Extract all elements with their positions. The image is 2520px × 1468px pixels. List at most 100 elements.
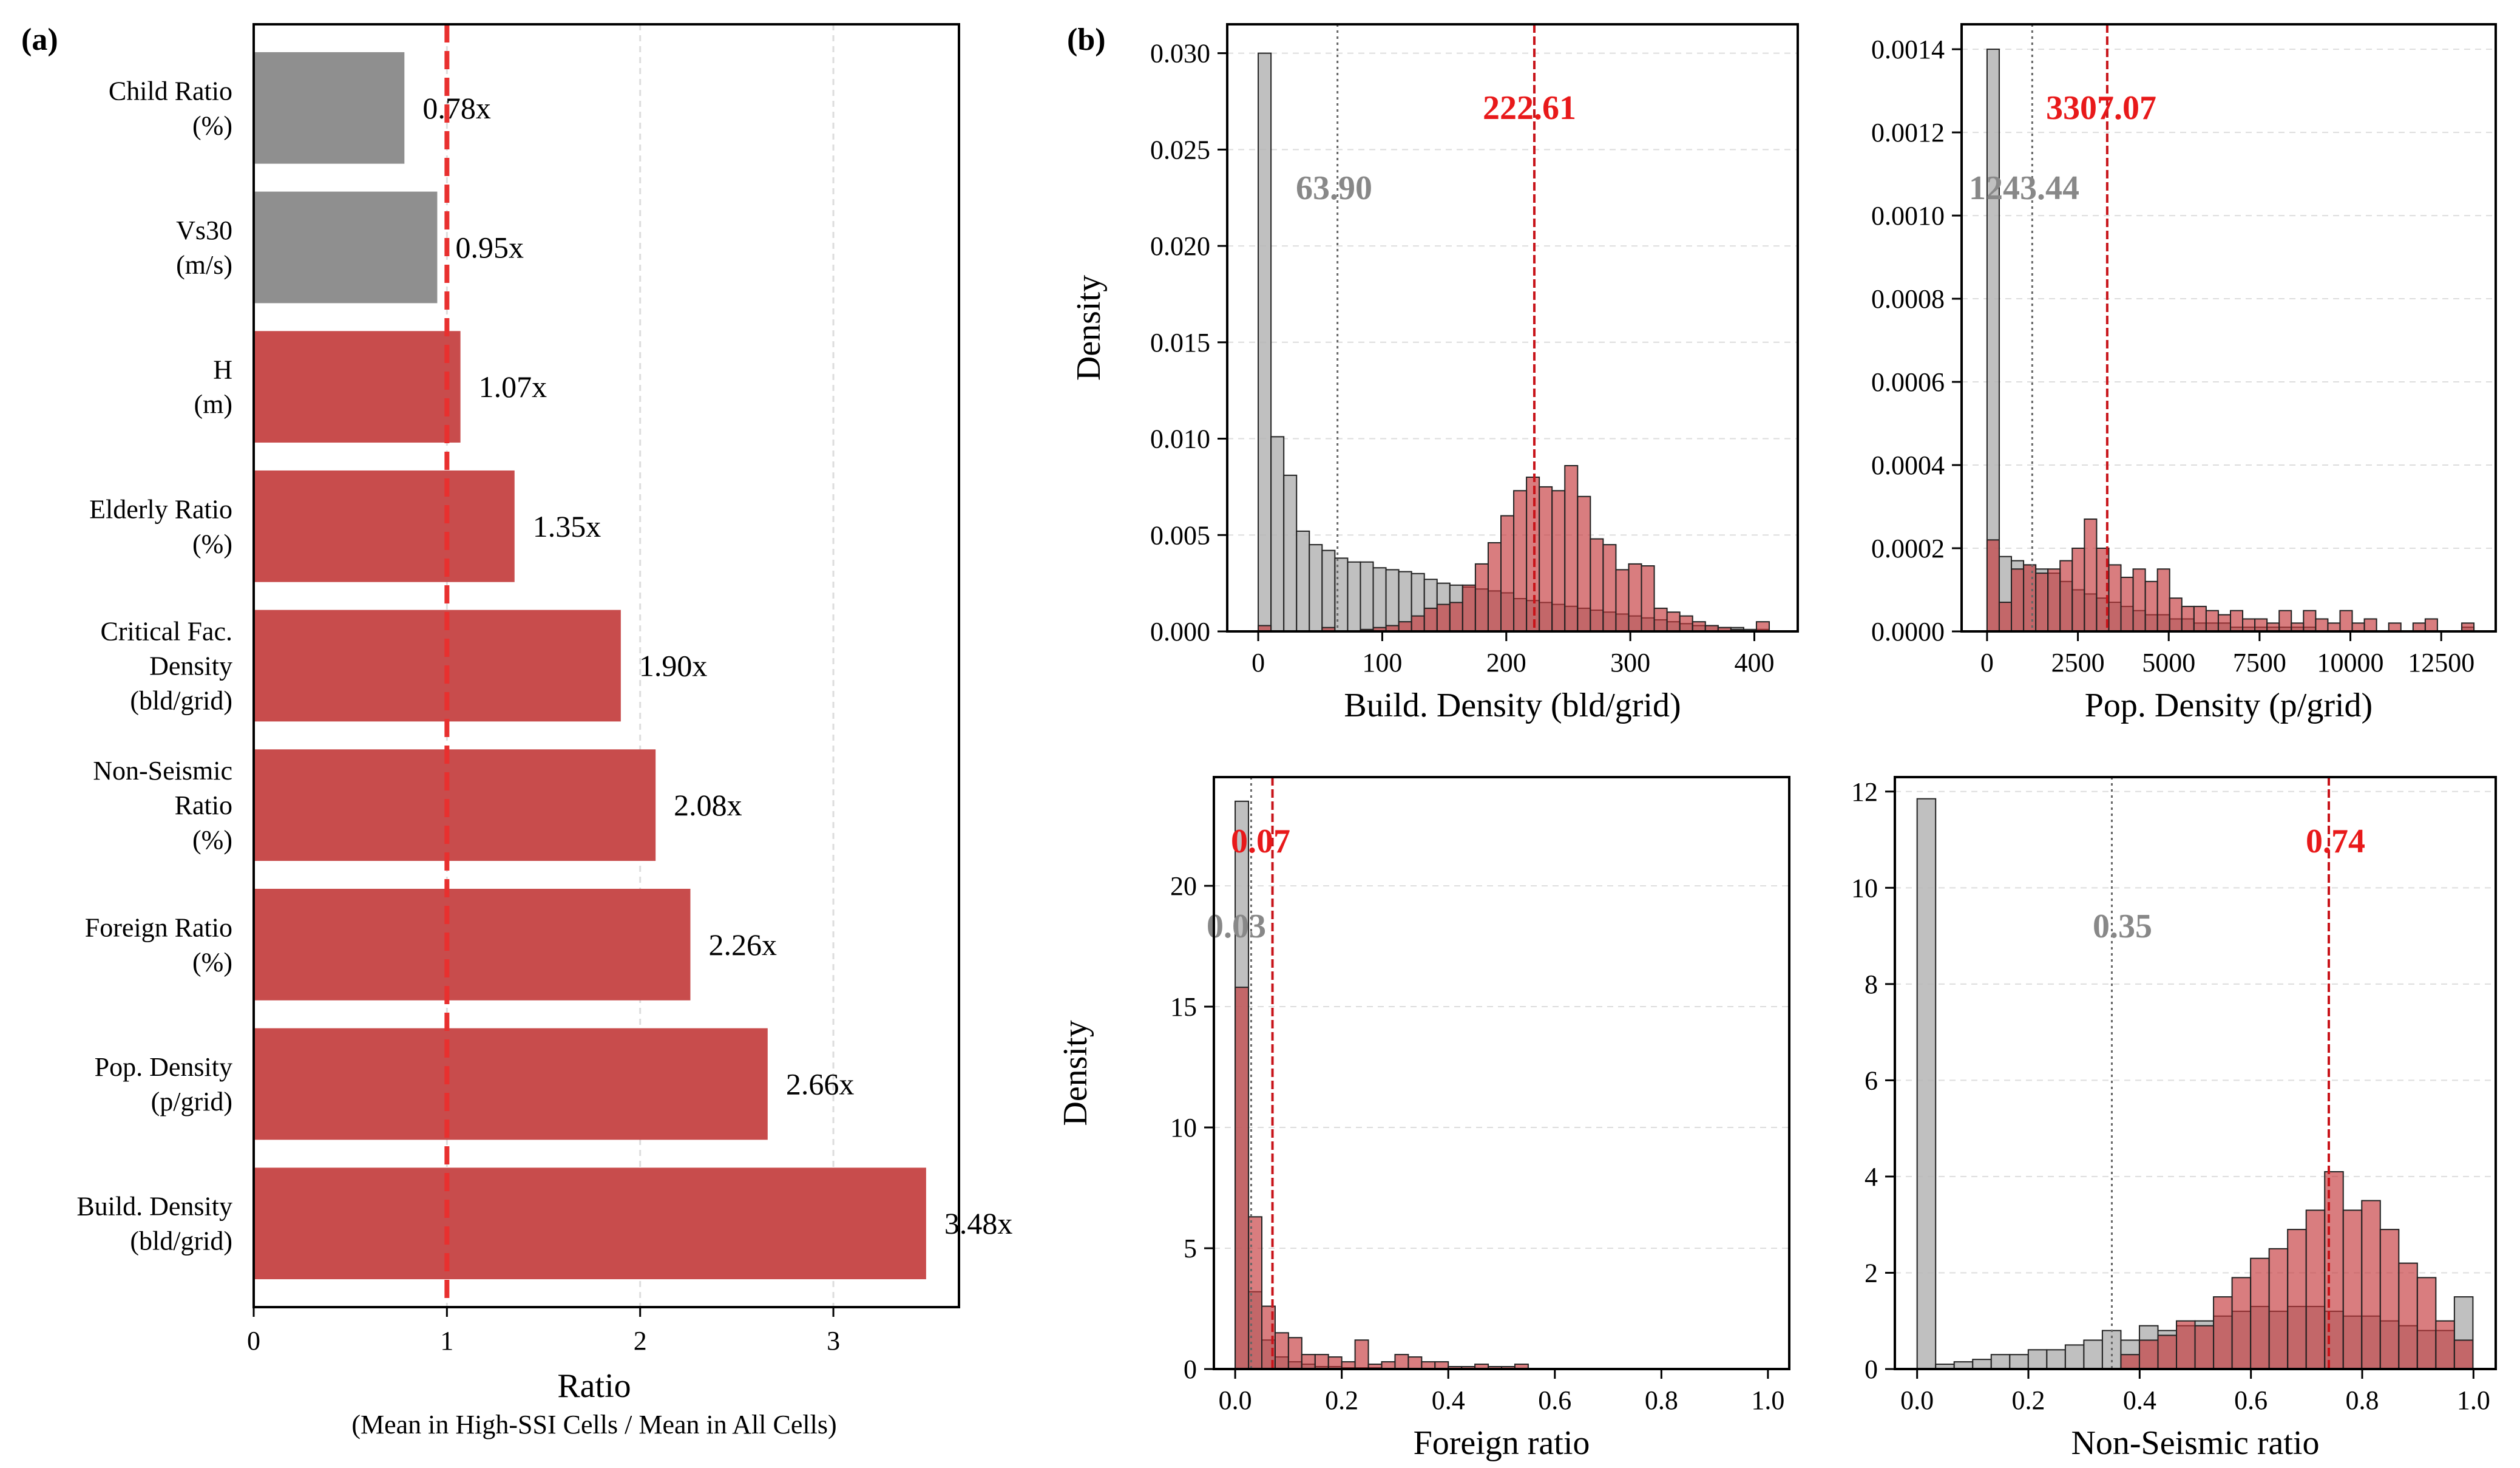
hist-bar	[2287, 1229, 2307, 1370]
y-tick-label: 10	[1851, 873, 1878, 903]
value-label: 0.78x	[422, 91, 491, 125]
value-label: 2.66x	[786, 1067, 855, 1101]
hist-bar	[1653, 607, 1668, 633]
category-label: (%)	[192, 110, 232, 140]
bar	[254, 749, 656, 861]
hist-bar	[1666, 611, 1681, 632]
x-tick-label: 10000	[2317, 648, 2384, 678]
x-tick-label: 0.6	[1538, 1385, 1571, 1415]
y-tick-label: 0.025	[1150, 135, 1210, 165]
category-label: (%)	[192, 529, 232, 559]
hist-bar	[1462, 584, 1476, 632]
x-tick-label: 1.0	[2457, 1385, 2490, 1415]
hist-bar	[1615, 569, 1630, 633]
hist-bar	[2194, 1325, 2215, 1370]
hist-bar	[1986, 539, 2000, 632]
hist-bar	[2205, 610, 2219, 632]
hist-bar	[1360, 561, 1374, 633]
value-label: 2.08x	[674, 788, 742, 822]
x-tick-label: 0	[1980, 648, 1994, 678]
x-tick-label: 0	[247, 1326, 260, 1356]
hist-bar	[1301, 1354, 1316, 1370]
x-tick-label: 0.4	[1432, 1385, 1465, 1415]
hist-bar	[1274, 1332, 1289, 1370]
category-label: (%)	[192, 825, 232, 855]
hist-bar	[1411, 615, 1425, 632]
hist-bar	[2157, 1334, 2178, 1370]
hist-bar	[1487, 542, 1502, 633]
plot-frame	[1894, 776, 2497, 1370]
x-tick-label: 2	[634, 1326, 647, 1356]
hist-bar	[2156, 568, 2170, 632]
hist-bar	[2084, 518, 2098, 632]
hist-bar	[1423, 607, 1438, 633]
hist-bar	[2176, 1320, 2196, 1370]
hist-bar	[1347, 561, 1361, 633]
category-label: (%)	[192, 947, 232, 977]
value-label: 2.26x	[708, 928, 777, 962]
hist-bar	[2231, 1277, 2252, 1370]
x-tick-label: 0.2	[2012, 1385, 2045, 1415]
non-seismic-ratio-histogram: 0.35 0.74 0.0 0.2 0.4 0.6 0.8 1.0 0 2 4 6 8 10 12 Non-S…	[1851, 776, 2497, 1462]
x-tick-label: 1.0	[1751, 1385, 1784, 1415]
x-axis-label: Ratio	[557, 1367, 631, 1405]
hist-bar	[2047, 568, 2061, 632]
y-tick-label: 5	[1184, 1234, 1197, 1263]
x-tick-label: 300	[1610, 648, 1650, 678]
hist-bar	[1526, 477, 1540, 632]
category-label: H	[213, 355, 232, 385]
hist-bar	[2064, 1344, 2085, 1370]
x-axis-label: Build. Density (bld/grid)	[1344, 687, 1681, 724]
category-label: (m)	[194, 390, 232, 420]
hist-bar	[2266, 622, 2280, 633]
y-tick-label: 20	[1170, 871, 1197, 901]
x-axis-sublabel: (Mean in High-SSI Cells / Mean in All Ce…	[351, 1410, 836, 1439]
mean-label-gray: 63.90	[1296, 169, 1372, 207]
foreign-ratio-histogram: 0.03 0.07 0.0 0.2 0.4 0.6 0.8 1.0 0 5 10 15 20 Foreig…	[1057, 776, 1790, 1462]
panel-label-b: (b)	[1067, 22, 1106, 57]
hist-bar	[1990, 1354, 2011, 1370]
hist-bar	[2416, 1277, 2437, 1370]
hist-bar	[1309, 544, 1323, 633]
x-tick-label: 400	[1734, 648, 1774, 678]
hist-bar	[2217, 614, 2231, 632]
hist-bar	[2242, 618, 2256, 632]
hist-bar	[2023, 564, 2037, 632]
hist-bar	[2108, 564, 2122, 632]
y-tick-label: 0.0006	[1871, 367, 1945, 397]
category-label: Build. Density	[76, 1192, 232, 1222]
bar	[254, 331, 461, 443]
x-tick-label: 7500	[2233, 648, 2286, 678]
category-label: (bld/grid)	[130, 1226, 232, 1256]
category-label: Ratio	[175, 790, 232, 820]
hist-bar	[1577, 495, 1591, 632]
hist-bar	[1436, 603, 1451, 632]
hist-bar	[1972, 1359, 1992, 1370]
bar	[254, 888, 691, 1001]
x-tick-label: 0	[1252, 648, 1265, 678]
hist-bar	[1755, 621, 1770, 632]
hist-bar	[2324, 1171, 2344, 1370]
x-tick-label: 0.6	[2234, 1385, 2268, 1415]
hist-bar	[2213, 1296, 2233, 1370]
bar	[254, 191, 438, 304]
hist-bar	[1449, 602, 1463, 633]
hist-bar	[2278, 610, 2292, 632]
hist-bar	[2250, 1257, 2270, 1370]
bar	[254, 1028, 768, 1140]
hist-bar	[1235, 987, 1250, 1370]
y-tick-label: 0.0008	[1871, 284, 1945, 314]
mean-label-red: 0.07	[1231, 823, 1290, 860]
y-axis-label: Density	[1070, 275, 1108, 381]
y-tick-label: 0.0012	[1871, 118, 1945, 148]
hist-bar	[2363, 618, 2377, 632]
hist-bar	[2046, 1349, 2066, 1370]
hist-bar	[2035, 573, 2049, 633]
hist-bar	[2453, 1339, 2474, 1370]
hist-bar	[1287, 1337, 1302, 1370]
hist-bar	[2412, 622, 2426, 633]
category-label: Vs30	[176, 216, 232, 245]
hist-bar	[2305, 1209, 2326, 1370]
y-tick-label: 15	[1170, 992, 1197, 1022]
